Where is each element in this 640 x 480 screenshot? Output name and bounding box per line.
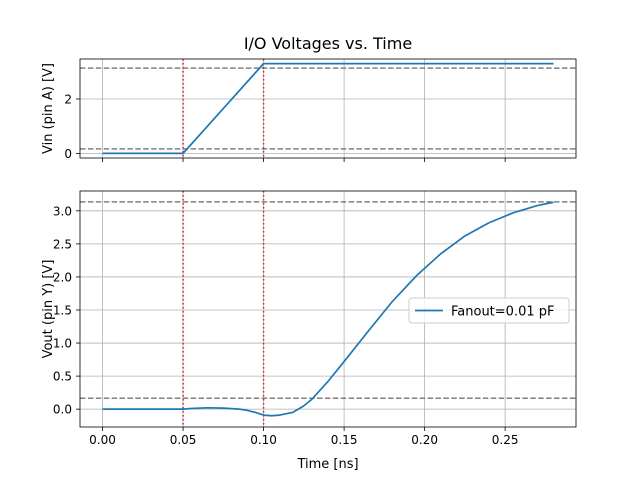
y-tick-label: 0.0 <box>53 403 72 417</box>
y-tick-label: 2 <box>64 92 72 106</box>
x-tick-label: 0.10 <box>250 433 277 447</box>
x-tick-label: 0.15 <box>331 433 358 447</box>
vout-marker-lines <box>182 191 265 427</box>
y-tick-label: 2.5 <box>53 237 72 251</box>
vin-axes-frame <box>79 58 577 159</box>
vout-subplot: 0.00 0.05 0.10 0.15 0.20 0.25 0.0 0.5 1.0 1.5 2.0… <box>41 190 577 472</box>
y-tick-label: 0 <box>64 147 72 161</box>
vout-series <box>102 201 554 417</box>
x-axis-label: Time [ns] <box>296 457 358 472</box>
vout-x-ticks: 0.00 0.05 0.10 0.15 0.20 0.25 <box>89 427 519 447</box>
vin-y-axis-label: Vin (pin A) [V] <box>41 63 56 154</box>
y-tick-label: 1.0 <box>53 337 72 351</box>
x-tick-label: 0.00 <box>89 433 116 447</box>
y-tick-label: 1.5 <box>53 303 72 317</box>
vin-marker-lines <box>182 59 265 158</box>
vout-y-ticks: 0.0 0.5 1.0 1.5 2.0 2.5 3.0 <box>53 204 80 417</box>
y-tick-label: 2.0 <box>53 270 72 284</box>
legend-label: Fanout=0.01 pF <box>451 305 554 320</box>
vout-y-axis-label: Vout (pin Y) [V] <box>41 260 56 359</box>
series-line <box>102 62 554 155</box>
series-line <box>102 201 554 417</box>
y-tick-label: 3.0 <box>53 204 72 218</box>
vin-x-ticks <box>102 158 506 162</box>
x-tick-label: 0.05 <box>170 433 197 447</box>
vin-subplot: 02 I/O Voltages vs. Time Vin (pin A) [V] <box>41 34 577 162</box>
vin-threshold-lines <box>80 67 576 150</box>
chart-title: I/O Voltages vs. Time <box>244 34 412 53</box>
vout-threshold-lines <box>80 201 576 399</box>
vin-y-ticks: 02 <box>64 92 80 161</box>
x-tick-label: 0.25 <box>492 433 519 447</box>
legend: Fanout=0.01 pF <box>408 297 570 324</box>
x-tick-label: 0.20 <box>411 433 438 447</box>
vin-series <box>102 62 554 155</box>
y-tick-label: 0.5 <box>53 370 72 384</box>
vout-axes-frame <box>79 190 577 428</box>
legend-box <box>408 297 570 324</box>
